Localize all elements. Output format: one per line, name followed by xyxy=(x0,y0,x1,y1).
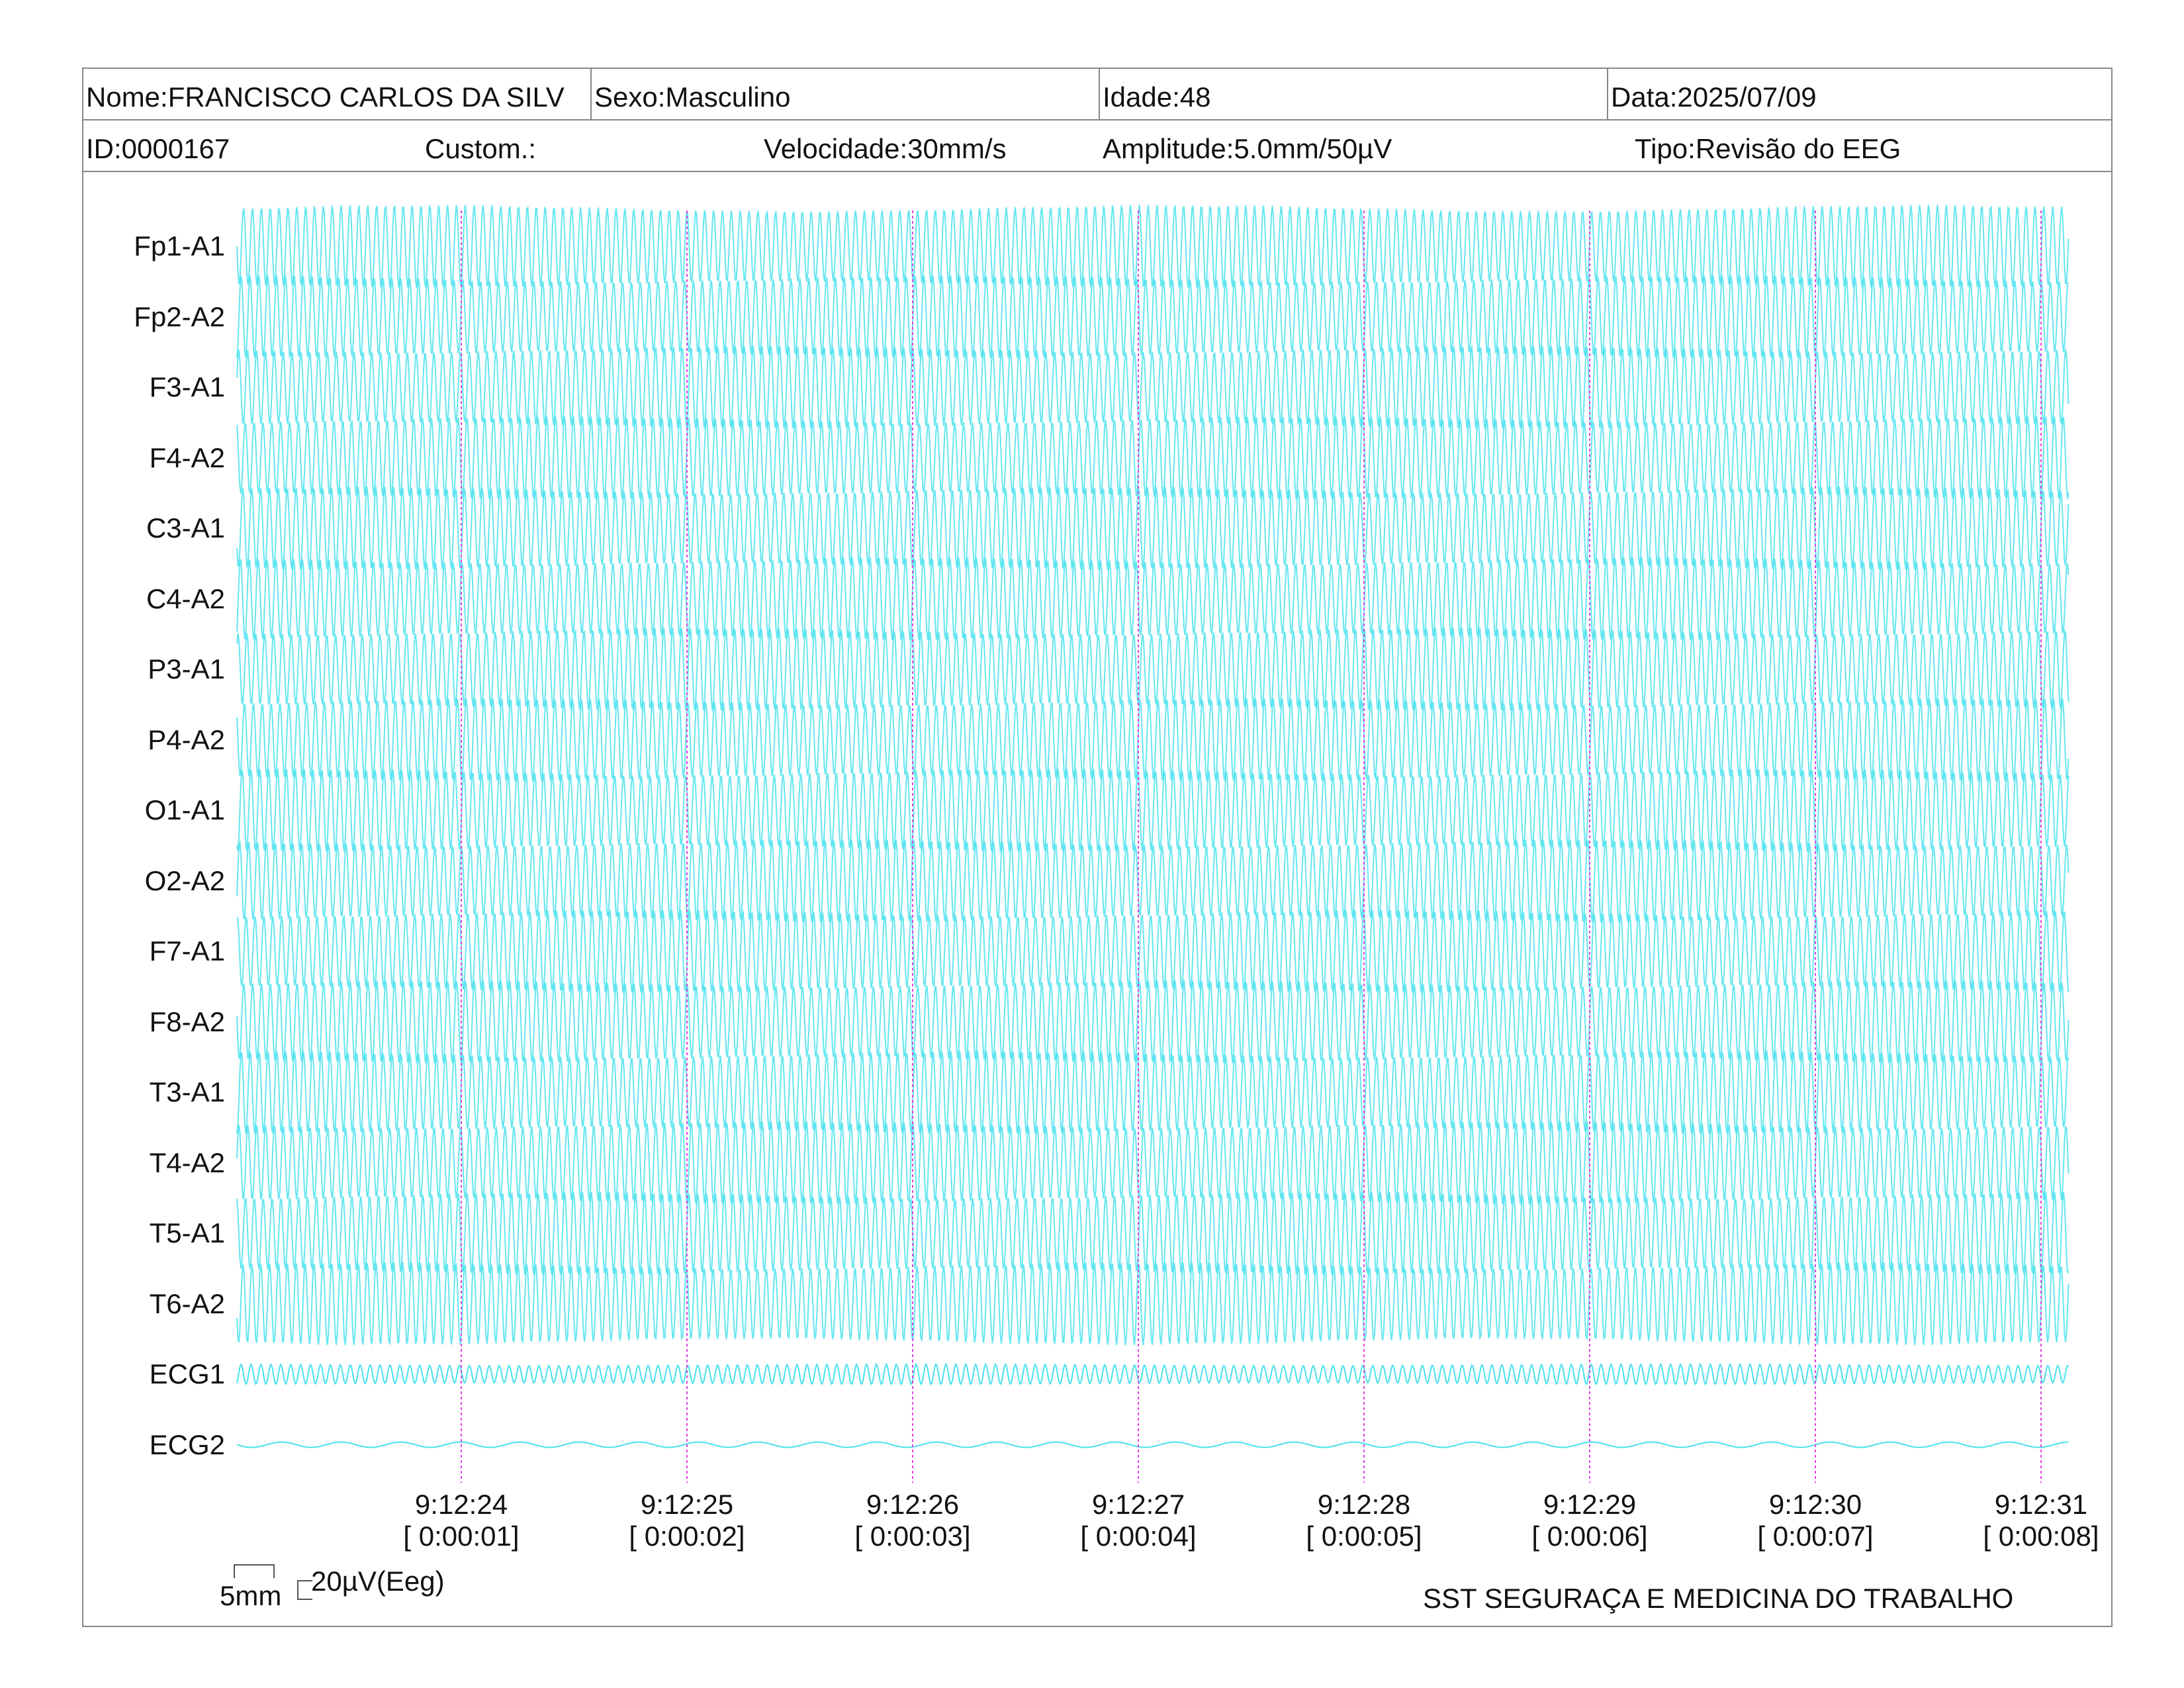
header-col-divider-2 xyxy=(1099,68,1100,120)
clinic-footer: SST SEGURAÇA E MEDICINA DO TRABALHO xyxy=(1423,1583,2014,1614)
trace-t6-a2 xyxy=(236,1262,2070,1346)
channel-label-t4-a2: T4-A2 xyxy=(149,1147,225,1178)
patient-id: ID:0000167 xyxy=(86,133,230,164)
channel-label-ecg2: ECG2 xyxy=(149,1429,225,1460)
time-mark-clock: 9:12:27 xyxy=(1091,1489,1185,1520)
channel-label-fp2-a2: Fp2-A2 xyxy=(134,301,225,332)
trace-fp2-a2 xyxy=(236,275,2070,359)
patient-age: Idade:48 xyxy=(1103,81,1211,113)
trace-f3-a1 xyxy=(236,345,2070,430)
trace-c4-a2 xyxy=(236,557,2070,641)
exam-type: Tipo:Revisão do EEG xyxy=(1635,133,1901,164)
trace-t5-a1 xyxy=(236,1191,2070,1276)
time-mark-elapsed: [ 0:00:05] xyxy=(1306,1521,1422,1552)
trace-o2-a2 xyxy=(236,839,2070,923)
time-mark-clock: 9:12:29 xyxy=(1543,1489,1637,1520)
channel-label-t5-a1: T5-A1 xyxy=(149,1217,225,1248)
amp-calibration-label: 20µV(Eeg) xyxy=(311,1566,445,1597)
time-mark-clock: 9:12:30 xyxy=(1768,1489,1862,1520)
channel-label-t6-a2: T6-A2 xyxy=(149,1288,225,1319)
trace-f4-a2 xyxy=(236,416,2070,500)
trace-fp1-a1 xyxy=(236,205,2070,288)
header-divider-2 xyxy=(82,171,2113,172)
custom-field: Custom.: xyxy=(425,133,537,164)
time-mark-elapsed: [ 0:00:01] xyxy=(403,1521,520,1552)
patient-sex: Sexo:Masculino xyxy=(594,81,791,113)
channel-label-c3-a1: C3-A1 xyxy=(146,512,225,543)
exam-date: Data:2025/07/09 xyxy=(1611,81,1817,113)
time-mark-elapsed: [ 0:00:07] xyxy=(1757,1521,1874,1552)
trace-ecg2 xyxy=(236,1441,2069,1448)
channel-label-f7-a1: F7-A1 xyxy=(149,935,225,966)
time-calibration-label: 5mm xyxy=(220,1580,282,1611)
time-mark-elapsed: [ 0:00:06] xyxy=(1531,1521,1648,1552)
time-mark-elapsed: [ 0:00:08] xyxy=(1983,1521,2099,1552)
time-mark-elapsed: [ 0:00:02] xyxy=(629,1521,745,1552)
channel-label-p4-a2: P4-A2 xyxy=(148,724,225,755)
amp-calibration-bracket xyxy=(297,1580,312,1600)
time-mark-clock: 9:12:25 xyxy=(640,1489,734,1520)
channel-label-c4-a2: C4-A2 xyxy=(146,583,225,614)
channel-label-fp1-a1: Fp1-A1 xyxy=(134,230,225,261)
header-col-divider-3 xyxy=(1607,68,1608,120)
time-calibration-bracket xyxy=(234,1564,275,1578)
channel-label-f3-a1: F3-A1 xyxy=(149,371,225,402)
trace-t4-a2 xyxy=(236,1121,2070,1205)
trace-c3-a1 xyxy=(236,487,2070,570)
trace-f7-a1 xyxy=(236,908,2070,994)
report-frame xyxy=(82,68,2113,1627)
speed-setting: Velocidade:30mm/s xyxy=(764,133,1007,164)
time-mark-clock: 9:12:26 xyxy=(866,1489,960,1520)
time-mark-elapsed: [ 0:00:03] xyxy=(854,1521,971,1552)
patient-name: Nome:FRANCISCO CARLOS DA SILV xyxy=(86,81,565,113)
trace-f8-a2 xyxy=(236,980,2070,1064)
trace-o1-a1 xyxy=(236,769,2070,852)
channel-label-o1-a1: O1-A1 xyxy=(144,794,225,825)
amplitude-setting: Amplitude:5.0mm/50µV xyxy=(1103,133,1392,164)
channel-label-f4-a2: F4-A2 xyxy=(149,442,225,473)
time-mark-clock: 9:12:24 xyxy=(414,1489,508,1520)
channel-label-f8-a2: F8-A2 xyxy=(149,1006,225,1037)
header-col-divider-1 xyxy=(590,68,592,120)
trace-p3-a1 xyxy=(236,627,2070,712)
trace-ecg1 xyxy=(236,1363,2070,1385)
channel-label-ecg1: ECG1 xyxy=(149,1358,225,1389)
time-mark-elapsed: [ 0:00:04] xyxy=(1080,1521,1197,1552)
channel-label-o2-a2: O2-A2 xyxy=(144,865,225,896)
channel-label-t3-a1: T3-A1 xyxy=(149,1076,225,1107)
header-divider-1 xyxy=(82,119,2113,120)
time-mark-clock: 9:12:31 xyxy=(1994,1489,2088,1520)
trace-p4-a2 xyxy=(236,698,2070,782)
time-mark-clock: 9:12:28 xyxy=(1317,1489,1411,1520)
channel-label-p3-a1: P3-A1 xyxy=(148,653,225,684)
trace-t3-a1 xyxy=(236,1051,2070,1134)
